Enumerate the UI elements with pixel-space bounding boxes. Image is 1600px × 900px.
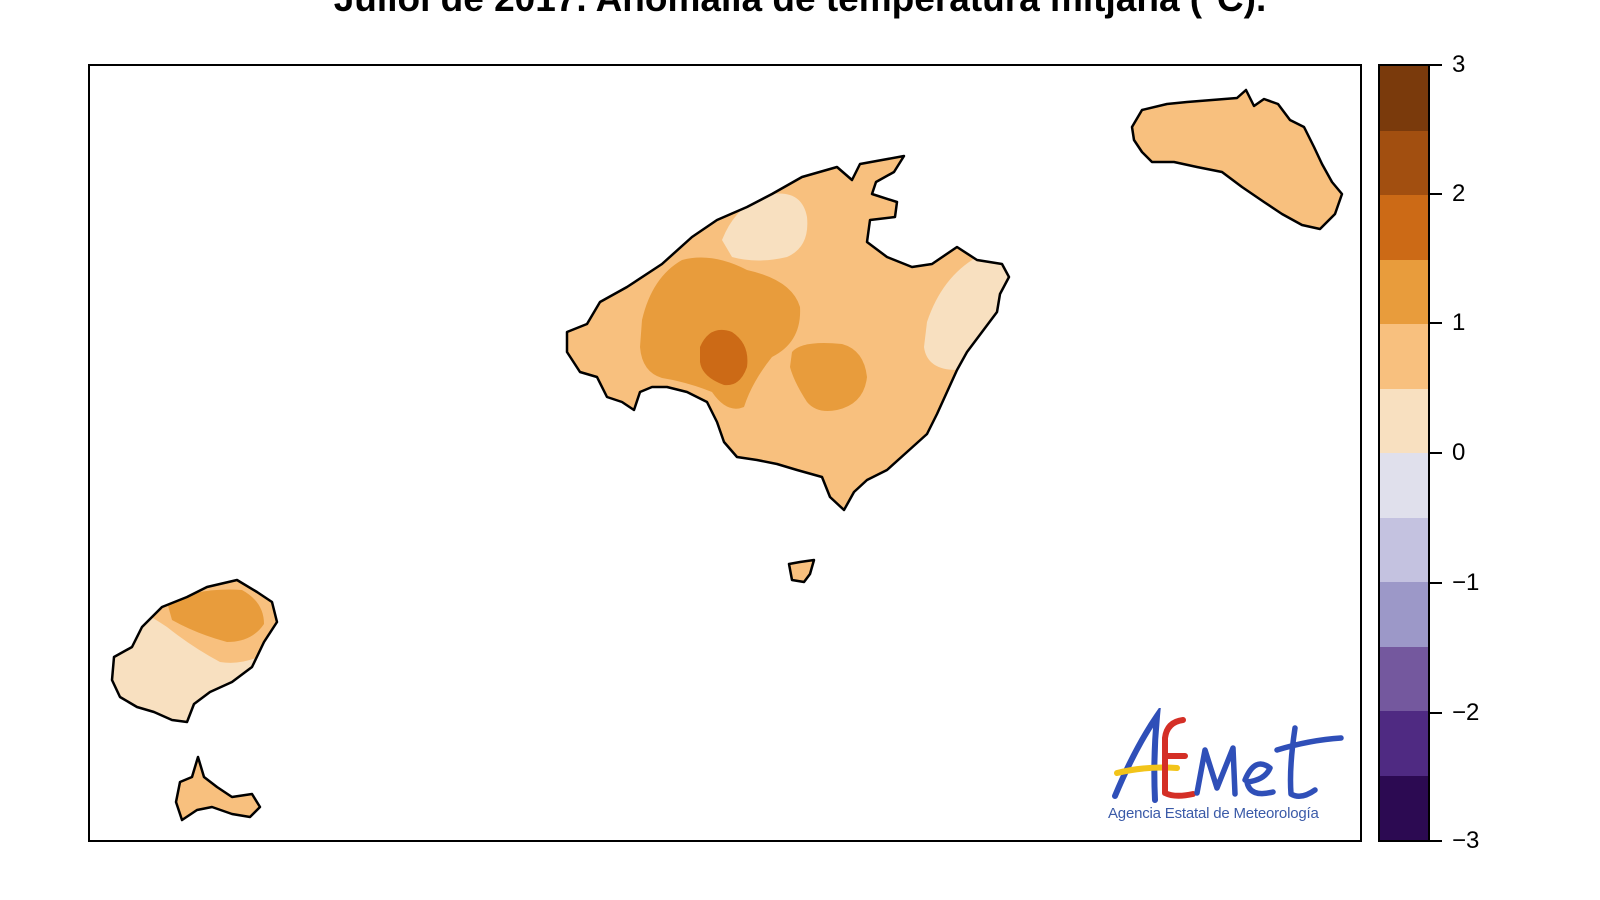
logo-blue-stroke (1112, 708, 1161, 803)
legend-band (1380, 324, 1428, 389)
legend-band (1380, 711, 1428, 776)
formentera-island (174, 755, 262, 822)
logo-yellow-stroke (1114, 764, 1180, 776)
legend-tick (1430, 193, 1442, 195)
legend-tick-label: −2 (1452, 699, 1480, 726)
map-canvas (110, 88, 1344, 822)
legend-tick (1430, 64, 1442, 66)
legend-tick-label: −1 (1452, 569, 1480, 596)
legend-band (1380, 582, 1428, 647)
logo-caption: Agencia Estatal de Meteorología (1108, 805, 1319, 822)
mallorca-mid-zone-south (790, 343, 867, 411)
mallorca-pale-zone-north (722, 193, 808, 261)
eivissa-mid-zone (167, 589, 264, 642)
legend-band (1380, 130, 1428, 195)
cabrera-island (787, 558, 816, 584)
legend-tick-label: 0 (1452, 439, 1466, 466)
legend-tick (1430, 582, 1442, 584)
legend-band (1380, 646, 1428, 711)
legend-tick-label: −3 (1452, 827, 1480, 854)
legend-tick-label: 3 (1452, 51, 1466, 78)
mallorca-dark-zone (700, 329, 748, 386)
mallorca-coastline (565, 154, 1011, 512)
legend-band (1380, 775, 1428, 840)
legend-band (1380, 259, 1428, 324)
legend-tick (1430, 712, 1442, 714)
logo-red-e (1162, 717, 1196, 799)
legend-colorbar (1378, 64, 1430, 842)
eivissa-island (110, 578, 279, 724)
map-title: Juliol de 2017. Anomalia de temperatura … (0, 0, 1600, 28)
aemet-logo (1112, 708, 1344, 803)
menorca-land (1130, 88, 1344, 231)
legend-tick-label: 1 (1452, 309, 1466, 336)
legend-band (1380, 195, 1428, 260)
formentera-land (174, 755, 262, 822)
map-frame (88, 64, 1362, 842)
logo-blue-met (1194, 725, 1344, 799)
cabrera-land (787, 558, 816, 584)
legend-tick-label: 2 (1452, 180, 1466, 207)
legend-tick (1430, 452, 1442, 454)
legend-band (1380, 517, 1428, 582)
mallorca-island (565, 154, 1011, 512)
legend-band (1380, 453, 1428, 518)
eivissa-coastline (110, 578, 279, 724)
legend-tick (1430, 322, 1442, 324)
legend-band (1380, 66, 1428, 131)
menorca-island (1130, 88, 1344, 231)
legend-tick (1430, 840, 1442, 842)
legend-band (1380, 388, 1428, 453)
